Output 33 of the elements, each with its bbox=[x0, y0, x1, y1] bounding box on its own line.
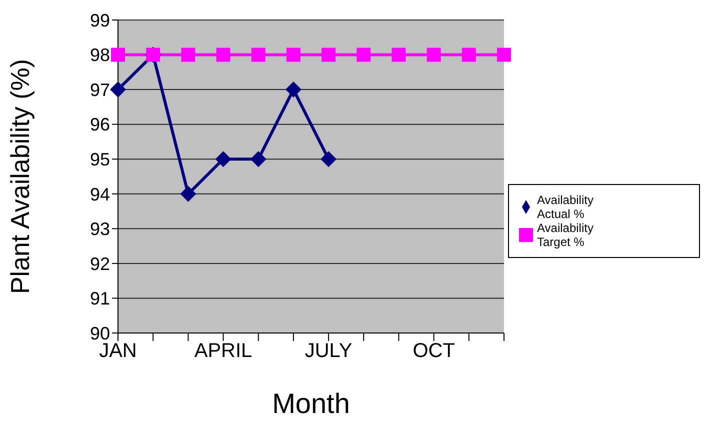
point bbox=[320, 151, 337, 168]
x-tick-label: OCT bbox=[412, 340, 455, 362]
y-tick-label: 91 bbox=[90, 288, 110, 309]
point bbox=[110, 82, 126, 98]
legend-label: Availability Actual % bbox=[537, 192, 594, 220]
point bbox=[426, 48, 441, 62]
point bbox=[250, 151, 266, 168]
point bbox=[180, 186, 196, 202]
legend-label: Availability Target % bbox=[537, 220, 594, 248]
y-tick-label: 97 bbox=[90, 80, 110, 100]
y-axis-title: Plant Availability (%) bbox=[5, 58, 36, 294]
x-tick-label: JULY bbox=[304, 340, 352, 362]
y-tick-label: 98 bbox=[90, 45, 110, 66]
point bbox=[285, 82, 302, 98]
point bbox=[497, 48, 511, 62]
point bbox=[392, 48, 406, 62]
point bbox=[251, 48, 266, 62]
point bbox=[356, 48, 371, 62]
y-tick-label: 93 bbox=[90, 219, 110, 240]
y-tick-label: 94 bbox=[90, 184, 110, 204]
x-tick-label: APRIL bbox=[194, 340, 252, 362]
point bbox=[216, 48, 230, 62]
y-tick-label: 96 bbox=[90, 114, 110, 135]
y-tick-label: 95 bbox=[90, 150, 110, 170]
point bbox=[462, 48, 476, 62]
y-tick-label: 92 bbox=[90, 254, 110, 274]
point bbox=[322, 48, 336, 62]
point bbox=[215, 151, 232, 168]
point bbox=[286, 48, 300, 62]
y-tick-label: 99 bbox=[90, 10, 110, 30]
point bbox=[181, 48, 196, 62]
x-axis-title: Month bbox=[272, 388, 350, 419]
point bbox=[111, 48, 125, 62]
